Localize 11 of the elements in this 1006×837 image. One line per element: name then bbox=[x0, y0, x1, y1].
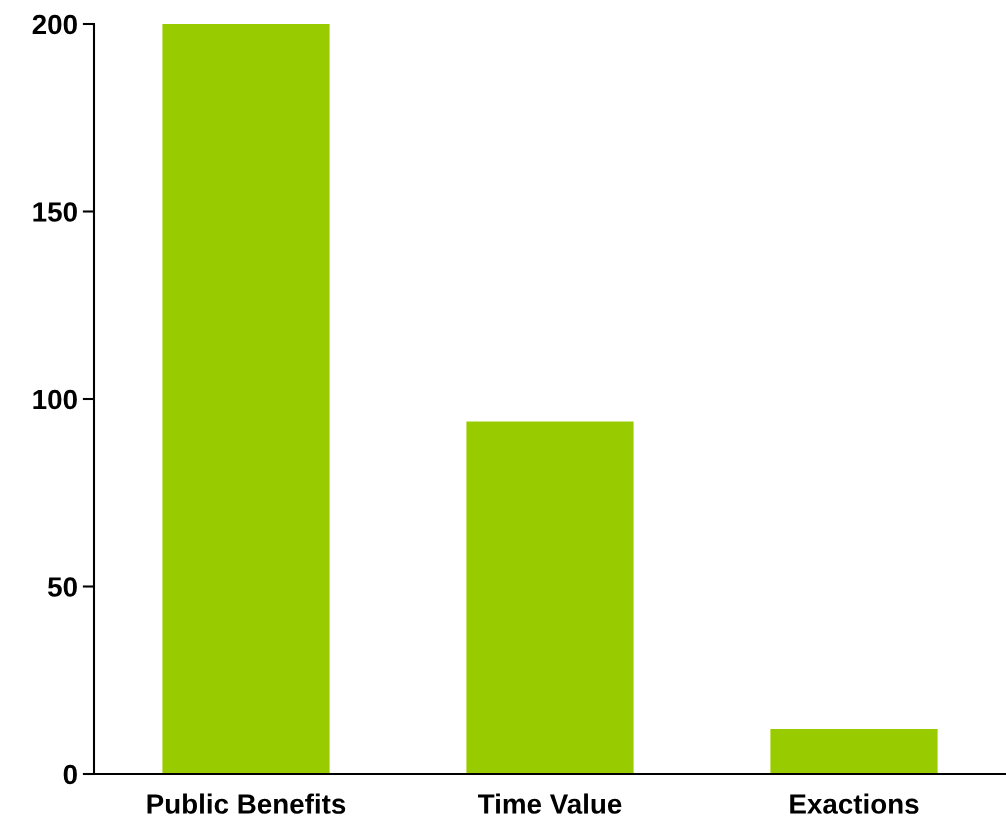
y-tick-label: 200 bbox=[32, 14, 77, 35]
x-tick-label: Time Value bbox=[477, 793, 622, 814]
bar bbox=[466, 421, 634, 774]
x-tick-label: Exactions bbox=[790, 793, 919, 814]
x-tick-label: Public Benefits bbox=[147, 793, 346, 814]
y-tick-label: 50 bbox=[47, 577, 77, 597]
y-tick-label: 0 bbox=[63, 764, 77, 785]
bar bbox=[162, 24, 330, 774]
y-tick-label: 100 bbox=[33, 389, 77, 410]
y-tick-label: 150 bbox=[33, 202, 77, 222]
bar bbox=[770, 729, 938, 774]
